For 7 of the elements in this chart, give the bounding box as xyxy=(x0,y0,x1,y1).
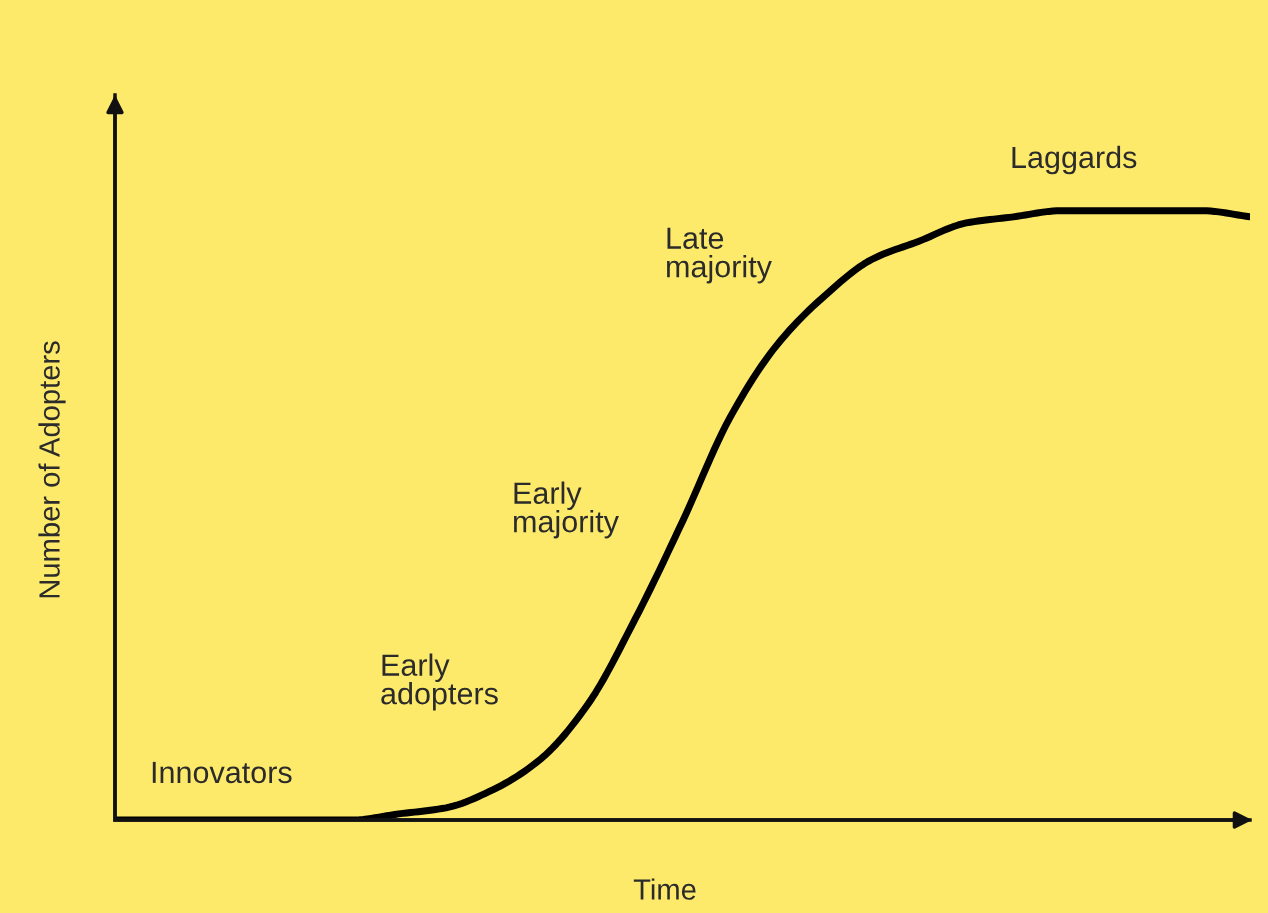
annotation: Early majority xyxy=(514,481,619,539)
annotation: Late majority xyxy=(667,227,772,284)
x-axis-title: Time xyxy=(633,878,696,900)
annotation: Innovators xyxy=(152,761,292,784)
text: Laggards xyxy=(1012,145,1137,175)
y-axis-title: Number of Adopters xyxy=(38,341,66,598)
annotation: Early adopters xyxy=(381,653,498,711)
